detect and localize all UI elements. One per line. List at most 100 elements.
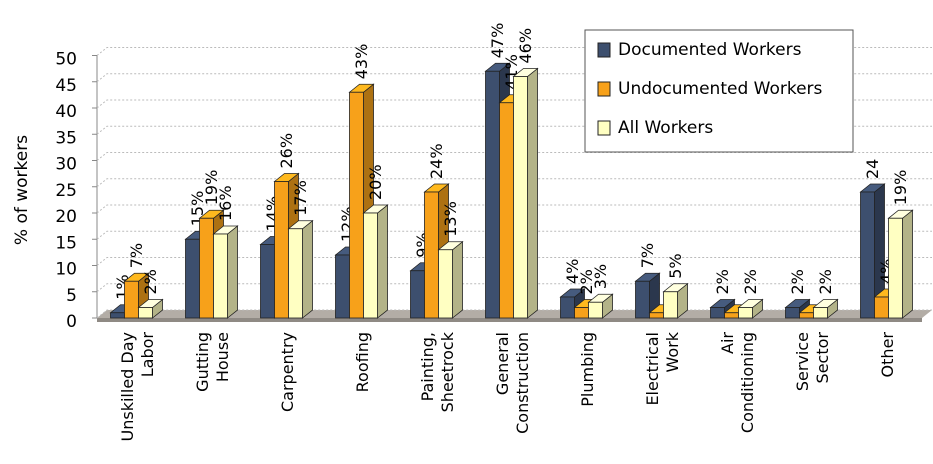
bar xyxy=(812,298,839,319)
bar-front xyxy=(724,312,739,319)
bar-front xyxy=(485,70,500,319)
x-tick-label: Painting, xyxy=(418,332,437,401)
y-tick-label: 0 xyxy=(66,312,77,332)
bar-front xyxy=(738,307,753,319)
bar-front xyxy=(110,312,125,319)
bar-front xyxy=(213,233,228,319)
y-tick-label: 25 xyxy=(55,181,77,201)
bar xyxy=(887,209,914,319)
bar-front xyxy=(649,312,664,319)
bar xyxy=(662,282,689,319)
grid-line xyxy=(96,309,932,319)
grid-line xyxy=(96,257,932,266)
x-tick-label: Sector xyxy=(813,332,832,384)
value-label: 5% xyxy=(666,253,685,278)
x-tick-label: Carpentry xyxy=(278,332,297,412)
grid-line xyxy=(96,73,932,83)
bar-front xyxy=(288,228,303,319)
bar-front xyxy=(888,217,903,319)
bar-front xyxy=(513,76,528,319)
grid-line xyxy=(96,125,932,135)
bar-front xyxy=(799,312,814,319)
bar-front xyxy=(813,307,828,319)
value-label: 19% xyxy=(202,170,221,206)
value-label: 20% xyxy=(366,164,385,200)
x-tick-label: House xyxy=(213,332,232,382)
x-tick-label: Work xyxy=(663,331,682,372)
x-tick-label: Plumbing xyxy=(578,332,597,407)
bar-front xyxy=(410,270,425,319)
bar xyxy=(512,67,539,319)
legend-swatch xyxy=(597,120,611,136)
grid-line xyxy=(96,47,932,56)
legend-label: All Workers xyxy=(618,118,713,138)
y-tick-label: 20 xyxy=(55,207,77,227)
value-label: 2% xyxy=(816,269,835,294)
x-tick-label: Service xyxy=(793,332,812,391)
bar xyxy=(437,240,464,319)
value-label: 19% xyxy=(891,170,910,206)
bar-front xyxy=(424,191,439,319)
x-tick-label: Sheetrock xyxy=(438,331,457,412)
x-tick-label: Construction xyxy=(513,332,532,434)
x-tick-label: Electrical xyxy=(643,332,662,406)
y-tick-label: 50 xyxy=(55,50,77,70)
value-label: 7% xyxy=(638,243,657,268)
x-tick-label: Gutting xyxy=(193,332,212,392)
bar-side xyxy=(302,219,313,319)
bar-front xyxy=(874,296,889,319)
bar-front xyxy=(499,102,514,319)
bar-front xyxy=(124,280,139,319)
bar-side xyxy=(377,204,388,319)
value-label: 17% xyxy=(291,180,310,216)
y-tick-label: 35 xyxy=(55,128,77,148)
grid-line xyxy=(96,178,932,188)
legend-label: Undocumented Workers xyxy=(618,79,823,99)
bar-side xyxy=(902,209,913,319)
value-label: 47% xyxy=(488,23,507,59)
x-tick-label: Air xyxy=(718,332,737,354)
bar-front xyxy=(663,291,678,319)
bar-front xyxy=(635,280,650,319)
bar-front xyxy=(363,212,378,319)
grid-line xyxy=(96,204,932,214)
value-label: 4% xyxy=(563,259,582,284)
value-label: 24 xyxy=(863,159,882,179)
bar xyxy=(212,225,239,319)
legend-swatch xyxy=(597,42,611,58)
bar-front xyxy=(199,217,214,319)
grid-line xyxy=(96,152,932,161)
legend-box xyxy=(584,29,854,153)
value-label: 43% xyxy=(352,44,371,80)
value-label: 2% xyxy=(741,269,760,294)
bar xyxy=(634,272,661,319)
value-label: 13% xyxy=(441,201,460,237)
bar-side xyxy=(527,67,538,319)
bar xyxy=(859,183,886,319)
value-label: 26% xyxy=(277,133,296,169)
y-tick-label: 15 xyxy=(55,233,77,253)
legend-label: Documented Workers xyxy=(618,40,802,60)
bar-front xyxy=(560,296,575,319)
bar xyxy=(287,219,314,319)
bar-side xyxy=(452,240,463,319)
value-label: 2% xyxy=(141,269,160,294)
bar-front xyxy=(588,301,603,319)
bar-front xyxy=(260,244,275,319)
y-tick-label: 5 xyxy=(66,286,77,306)
x-tick-label: Other xyxy=(878,332,897,378)
value-label: 2% xyxy=(788,269,807,294)
value-label: 3% xyxy=(591,264,610,289)
legend-swatch xyxy=(597,81,611,97)
value-label: 2% xyxy=(713,269,732,294)
bar xyxy=(587,293,614,319)
grid-line xyxy=(96,230,932,240)
value-label: 16% xyxy=(216,185,235,221)
bar xyxy=(362,204,389,319)
value-label: 46% xyxy=(516,28,535,64)
y-tick-label: 45 xyxy=(55,76,77,96)
bar-front xyxy=(860,191,875,319)
bar-front xyxy=(785,307,800,319)
grid-line xyxy=(96,283,932,293)
bar-front xyxy=(138,307,153,319)
